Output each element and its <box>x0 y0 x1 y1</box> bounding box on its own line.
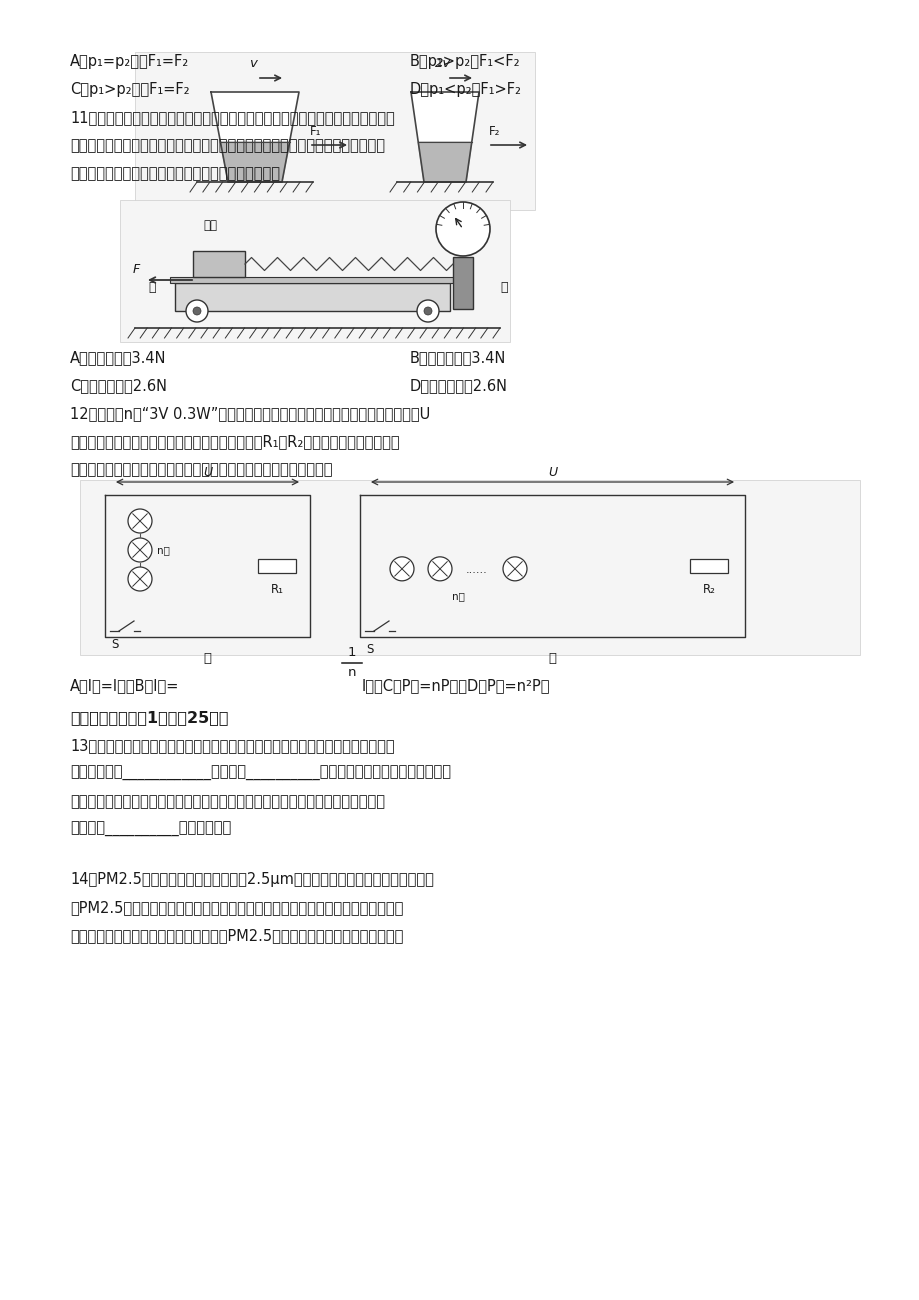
Polygon shape <box>411 92 479 182</box>
Text: U: U <box>203 465 212 478</box>
Text: 音箱中的纸盆____________产生，经__________传播到人耳．音乐声过大会形成噪: 音箱中的纸盆____________产生，经__________传播到人耳．音乐… <box>70 766 450 781</box>
Text: 木块: 木块 <box>203 218 217 231</box>
Text: D．水平向右，2.6N: D．水平向右，2.6N <box>410 378 507 393</box>
Text: D．p₁<p₂　F₁>F₂: D．p₁<p₂ F₁>F₂ <box>410 82 521 98</box>
Text: R₁: R₁ <box>270 582 283 595</box>
Text: ．则甲、乙两电路中的总电流与总功率的关系正确的是（　　　　）: ．则甲、乙两电路中的总电流与总功率的关系正确的是（ ） <box>70 462 332 477</box>
Text: B．p₁>p₂　F₁<F₂: B．p₁>p₂ F₁<F₂ <box>410 55 520 69</box>
Circle shape <box>436 202 490 256</box>
Text: 14．PM2.5是指大气中直径小于或等于2.5μm的颗粒物，也称为可入肺颗粒物．虽: 14．PM2.5是指大气中直径小于或等于2.5μm的颗粒物，也称为可入肺颗粒物．… <box>70 872 434 887</box>
FancyBboxPatch shape <box>689 559 727 573</box>
Text: 示．则木块所受摩擦力的方向与大小分别是（　　　）: 示．则木块所受摩擦力的方向与大小分别是（ ） <box>70 166 279 181</box>
Text: 11．将弹簧测力计右端固定，左端与木块相连，木块放在上表面水平的小车上，弹: 11．将弹簧测力计右端固定，左端与木块相连，木块放在上表面水平的小车上，弹 <box>70 111 394 125</box>
Text: 乙: 乙 <box>548 653 556 666</box>
Text: F₂: F₂ <box>489 125 500 138</box>
Text: 甲: 甲 <box>203 653 211 666</box>
Circle shape <box>503 556 527 581</box>
Text: C．水平向左，2.6N: C．水平向左，2.6N <box>70 378 167 393</box>
Text: F: F <box>132 263 140 276</box>
Circle shape <box>128 510 152 533</box>
Text: n个: n个 <box>451 590 464 601</box>
Text: 二．填空题（每空1分，共25分）: 二．填空题（每空1分，共25分） <box>70 710 228 725</box>
Circle shape <box>186 300 208 322</box>
Polygon shape <box>418 142 471 182</box>
Text: A．p₁=p₂　　F₁=F₂: A．p₁=p₂ F₁=F₂ <box>70 55 189 69</box>
FancyBboxPatch shape <box>135 52 535 211</box>
Circle shape <box>193 307 200 315</box>
FancyBboxPatch shape <box>193 251 244 277</box>
Text: 重要的影响．与较粗的大气颗粒物相比，PM2.5粒径小，富含大量的有毒、有害物: 重要的影响．与较粗的大气颗粒物相比，PM2.5粒径小，富含大量的有毒、有害物 <box>70 928 403 942</box>
Circle shape <box>416 300 438 322</box>
Text: R₂: R₂ <box>702 582 715 595</box>
Text: v: v <box>249 57 256 70</box>
Circle shape <box>427 556 451 581</box>
Polygon shape <box>210 92 299 182</box>
Circle shape <box>424 307 432 315</box>
Circle shape <box>128 567 152 592</box>
Text: 音箱是在__________处控制噪声．: 音箱是在__________处控制噪声． <box>70 822 231 837</box>
Text: ......: ...... <box>466 564 487 575</box>
FancyBboxPatch shape <box>257 559 296 573</box>
Text: 声，有关人士建议，有条件的地区，可以关掉音箱，改用蓝牙耳麦接受信号．关掉: 声，有关人士建议，有条件的地区，可以关掉音箱，改用蓝牙耳麦接受信号．关掉 <box>70 794 384 809</box>
Text: A．水平向右，3.4N: A．水平向右，3.4N <box>70 350 166 365</box>
Text: n: n <box>347 667 356 680</box>
Text: 右: 右 <box>499 282 507 295</box>
Text: 1: 1 <box>347 646 356 659</box>
Text: 簧测力计保持水平，现拉动小车沿水平向左运动，稳定时弹簧测力计的示数如图所: 簧测力计保持水平，现拉动小车沿水平向左运动，稳定时弹簧测力计的示数如图所 <box>70 138 384 153</box>
FancyBboxPatch shape <box>119 200 509 342</box>
Text: I乙　C．P甲=nP乙　D．P甲=n²P乙: I乙 C．P甲=nP乙 D．P甲=n²P乙 <box>361 679 550 693</box>
Circle shape <box>390 556 414 581</box>
Text: S: S <box>366 644 373 656</box>
Text: 的电路中（如图所示），通过分别调节滑动变阻器R₁和R₂，使所有灯泡均正常发光: 的电路中（如图所示），通过分别调节滑动变阻器R₁和R₂，使所有灯泡均正常发光 <box>70 434 399 448</box>
Text: B．水平向左，3.4N: B．水平向左，3.4N <box>410 350 505 365</box>
Text: 左: 左 <box>148 282 155 295</box>
Text: S: S <box>111 638 119 651</box>
Text: U: U <box>548 465 557 478</box>
FancyBboxPatch shape <box>175 283 449 311</box>
Text: A．I甲=I乙　B．I甲=: A．I甲=I乙 B．I甲= <box>70 679 179 693</box>
Text: n个: n个 <box>157 545 170 555</box>
Text: 13．据《扬子晚报》报道，江苏省拟推出和谐配乐版广场舞．广场舞的音乐声是由: 13．据《扬子晚报》报道，江苏省拟推出和谐配乐版广场舞．广场舞的音乐声是由 <box>70 738 394 753</box>
Text: 2v: 2v <box>435 57 450 70</box>
FancyBboxPatch shape <box>80 480 859 655</box>
Polygon shape <box>221 142 289 182</box>
Text: 然PM2.5只是地球大气成分中含量很少的组成部分，但它对空气质量和能见度等有: 然PM2.5只是地球大气成分中含量很少的组成部分，但它对空气质量和能见度等有 <box>70 900 403 915</box>
Text: 12．小夏将n个“3V 0.3W”的小灯泡，按照甲、乙两种连接方式分别接入电压为U: 12．小夏将n个“3V 0.3W”的小灯泡，按照甲、乙两种连接方式分别接入电压为… <box>70 406 430 421</box>
Text: F₁: F₁ <box>310 125 321 138</box>
Text: C．p₁>p₂　　F₁=F₂: C．p₁>p₂ F₁=F₂ <box>70 82 189 98</box>
Circle shape <box>128 538 152 562</box>
FancyBboxPatch shape <box>170 277 455 283</box>
FancyBboxPatch shape <box>452 257 472 309</box>
